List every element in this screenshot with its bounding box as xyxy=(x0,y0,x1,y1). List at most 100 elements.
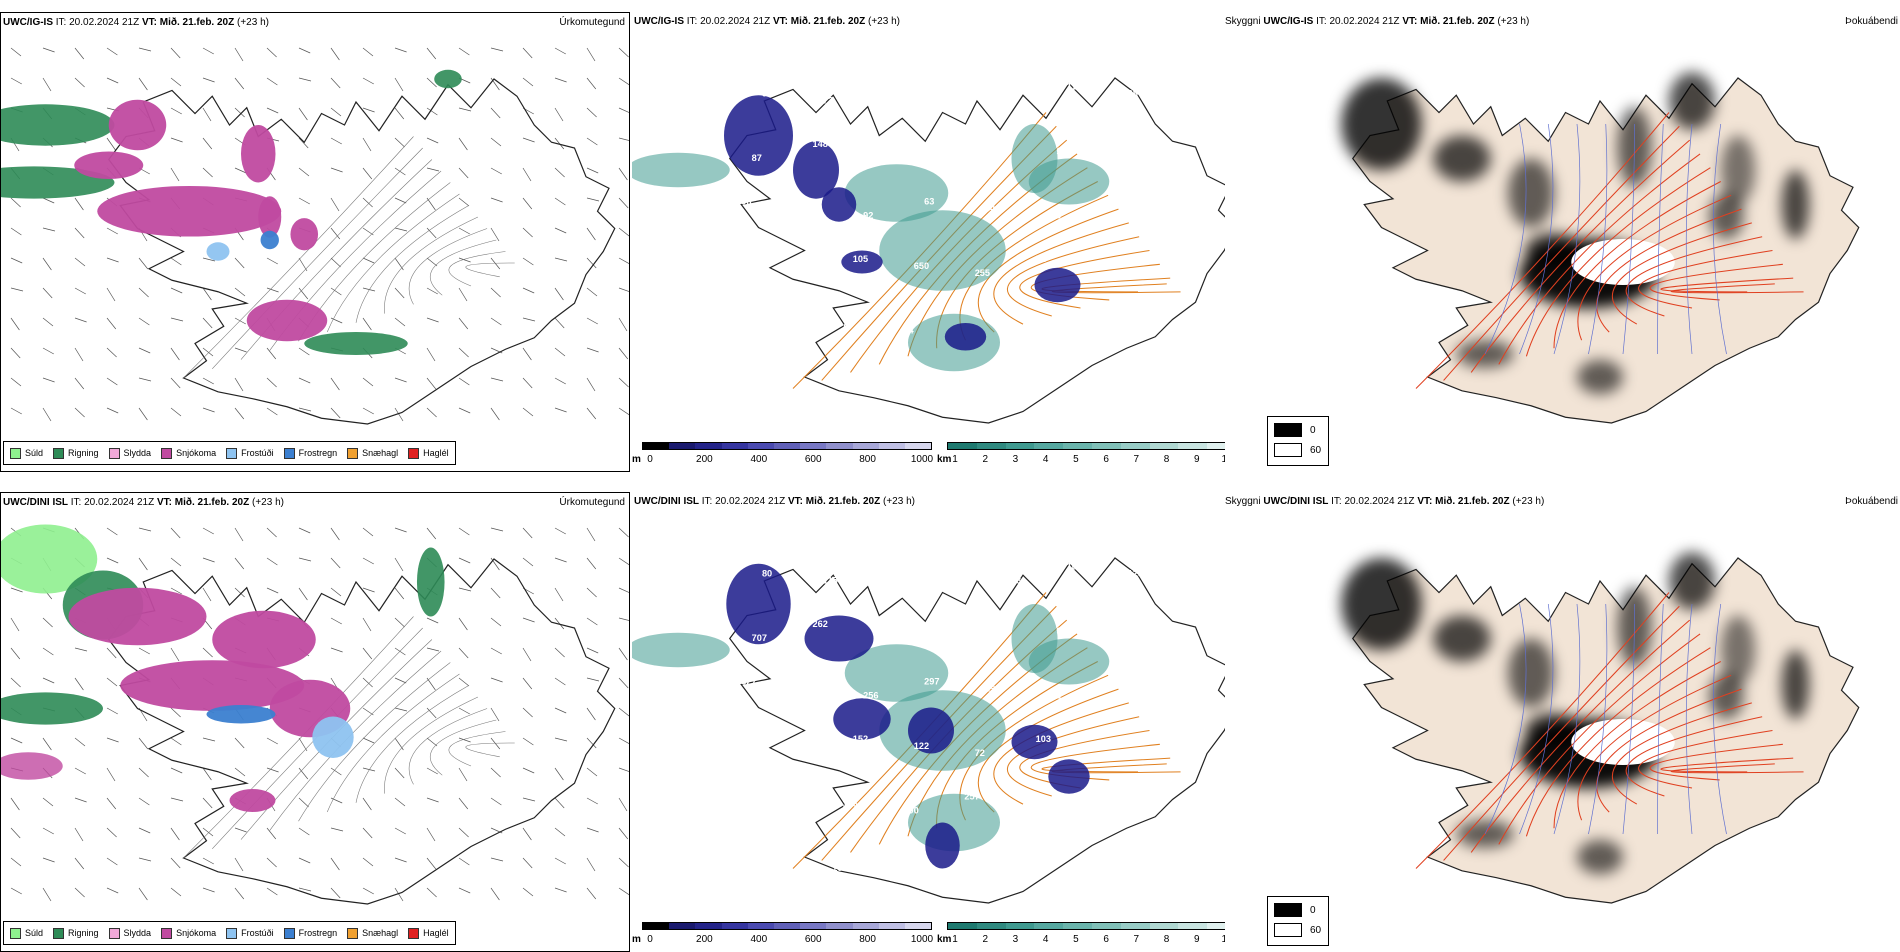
wind-barb xyxy=(298,767,309,780)
colorbar-segment xyxy=(1120,443,1150,449)
road-line xyxy=(408,708,488,785)
wind-barb xyxy=(138,647,150,655)
wind-barb xyxy=(266,287,279,293)
wind-barb xyxy=(330,77,341,89)
legend-label: Snjókoma xyxy=(176,448,217,458)
wind-barb xyxy=(106,377,118,386)
wind-barb xyxy=(138,317,150,326)
fog-legend-swatch xyxy=(1274,443,1302,457)
colorbar-tick-label: 9 xyxy=(1193,454,1200,465)
colorbar-tick-label: 5 xyxy=(1073,454,1079,465)
road-line xyxy=(1577,674,1732,821)
colorbar-segment xyxy=(878,923,905,929)
road-line xyxy=(212,147,423,369)
snow-area xyxy=(241,125,276,183)
cloudbase-value-label: 105 xyxy=(853,254,868,264)
wind-barb xyxy=(10,47,22,57)
cloudbase-value-label: 103 xyxy=(710,849,725,859)
rain-area xyxy=(434,69,462,89)
legend-swatch xyxy=(53,447,65,459)
panel-title: Þokuábendi xyxy=(1845,16,1898,27)
colorbar-segment xyxy=(1034,443,1064,449)
colorbar-segment xyxy=(669,923,696,929)
wind-barb xyxy=(586,737,597,749)
cloudbase-value-label: 63 xyxy=(924,197,934,207)
river-line xyxy=(1657,123,1664,355)
road-line xyxy=(326,193,460,333)
wind-barb xyxy=(362,647,373,660)
colorbar-segment xyxy=(800,443,827,449)
wind-barb xyxy=(554,587,564,602)
legend-label: Frostregn xyxy=(298,928,338,938)
low-visibility-area xyxy=(632,632,730,668)
cloudbase-value-label: 963 xyxy=(1107,677,1122,687)
road-line xyxy=(1660,277,1794,293)
wind-barb xyxy=(362,197,373,208)
wind-barb xyxy=(234,257,245,269)
wind-barb xyxy=(74,377,85,390)
legend-label: Slydda xyxy=(123,928,152,938)
legend-item: Slydda xyxy=(108,927,152,939)
wind-barb xyxy=(554,347,566,357)
wind-barb xyxy=(490,527,504,532)
wind-barb xyxy=(522,167,532,182)
wind-barb xyxy=(522,647,532,662)
wind-barb xyxy=(74,767,86,775)
fog-index-area xyxy=(1720,135,1756,205)
wind-barb xyxy=(458,137,468,151)
cloudbase-value-label: 122 xyxy=(914,741,929,751)
colorbar-tick-label: 800 xyxy=(859,934,876,945)
cloudbase-value-label: 98 xyxy=(741,197,751,207)
wind-barb xyxy=(138,47,152,52)
wind-barb xyxy=(618,287,629,292)
wind-barb xyxy=(394,857,407,863)
legend-swatch xyxy=(283,447,295,459)
cloudbase-value-label: 92 xyxy=(1097,261,1107,271)
wind-barb xyxy=(234,857,244,872)
cloudbase-value-label: 152 xyxy=(853,734,868,744)
colorbar-unit: m xyxy=(632,934,641,945)
road-line xyxy=(465,742,515,758)
wind-barb xyxy=(522,287,535,294)
wind-barb xyxy=(394,317,406,327)
wind-barb xyxy=(138,797,150,806)
river-line xyxy=(1588,603,1608,835)
wind-barb xyxy=(362,767,376,772)
wind-barb xyxy=(586,767,598,777)
wind-barb xyxy=(170,47,181,59)
wind-barb xyxy=(394,167,406,176)
road-line xyxy=(1019,249,1150,309)
cloudbase-value-label: 233 xyxy=(1006,575,1021,585)
wind-barb xyxy=(618,107,629,113)
colorbar-segment xyxy=(976,923,1006,929)
wind-barb xyxy=(522,887,534,897)
fog-index-panel-row1: Skyggni UWC/IG-IS IT: 20.02.2024 21Z VT:… xyxy=(1225,12,1900,472)
wind-barb xyxy=(618,407,629,416)
wind-barb xyxy=(426,107,438,116)
road-line xyxy=(355,205,469,323)
wind-barb xyxy=(10,737,23,744)
cloudbase-value-label: 101 xyxy=(1067,562,1082,572)
wind-barb xyxy=(298,407,312,412)
colorbar-unit: km xyxy=(937,934,952,945)
colorbar-tick-label: 2 xyxy=(982,454,988,465)
panel-header: UWC/IG-IS IT: 20.02.2024 21Z VT: Mið. 21… xyxy=(3,17,269,28)
wind-barb xyxy=(522,77,534,87)
wind-barb xyxy=(266,737,278,745)
wind-barb xyxy=(618,617,629,621)
snow-area xyxy=(229,789,276,812)
wind-barb xyxy=(426,647,440,652)
wind-barb xyxy=(330,587,342,597)
wind-barb xyxy=(522,737,534,746)
wind-barb xyxy=(394,557,404,572)
wind-barb xyxy=(458,407,471,414)
colorbar-tick-label: 6 xyxy=(1103,454,1109,465)
wind-barb xyxy=(330,557,341,569)
wind-barb xyxy=(202,647,213,658)
cloudbase-value-label: 272 xyxy=(934,633,949,643)
fog-legend-item: 0 xyxy=(1274,423,1316,437)
wind-barb xyxy=(106,257,119,263)
cloudbase-value-label: 143 xyxy=(842,798,857,808)
wind-barb xyxy=(298,797,309,808)
wind-barb xyxy=(202,557,215,563)
